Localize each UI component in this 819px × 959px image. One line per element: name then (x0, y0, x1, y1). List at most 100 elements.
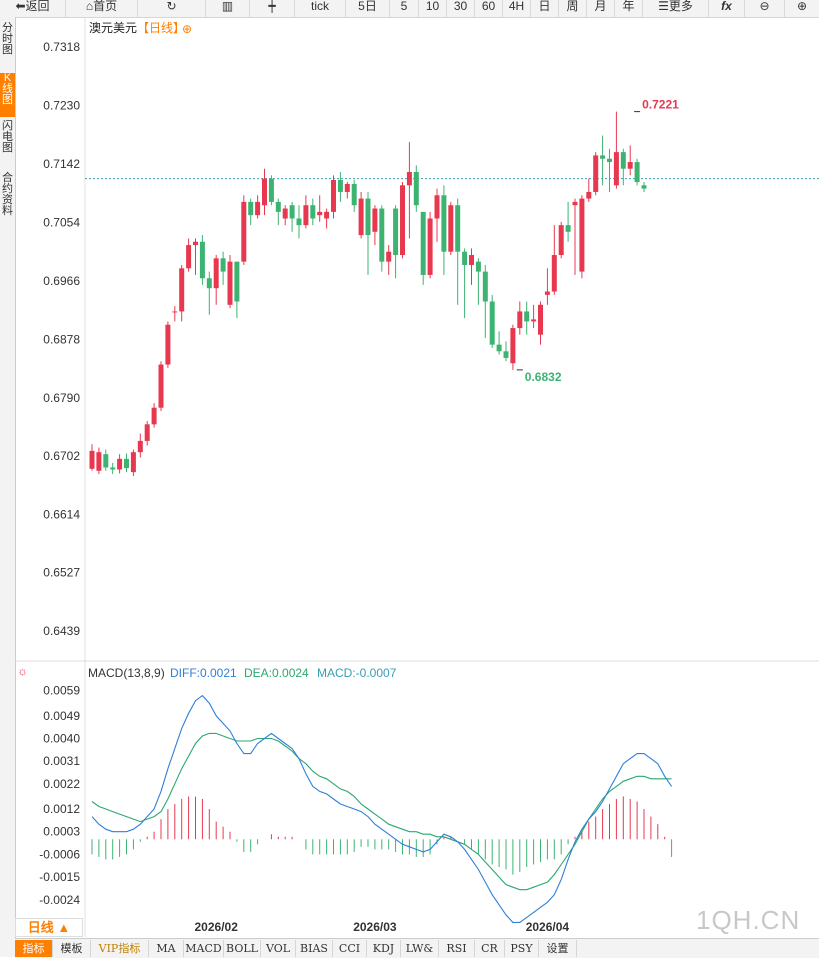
macd-tick-label: 0.0059 (43, 684, 80, 698)
candle-body (365, 198, 371, 236)
home-button[interactable]: ⌂首页 (66, 0, 138, 17)
tab-macd[interactable]: MACD (184, 940, 224, 957)
candle-body (289, 205, 295, 219)
macd-tick-label: 0.0040 (43, 731, 80, 745)
top-toolbar: ⬅返回 ⌂首页 ↻ ▥ ┿ tick 5日 5 10 30 60 4H 日 周 … (0, 0, 819, 18)
candle-body (234, 261, 240, 302)
candle-body (358, 198, 364, 236)
candle-body (351, 183, 357, 206)
candle-body (400, 185, 405, 256)
side-tab-timeshare[interactable]: 分时图 (2, 22, 13, 56)
side-tab-kline[interactable]: K线图 (0, 73, 15, 117)
tab-settings[interactable]: 设置 (539, 940, 577, 957)
candle-body (193, 241, 198, 246)
low-label: 0.6832 (525, 370, 562, 384)
candle-body (324, 211, 330, 219)
zoom-in-button[interactable]: ⊕ (785, 0, 819, 17)
left-side-tabs: 分时图 K线图 闪电图 合约资料 (0, 17, 16, 957)
candle-body (303, 205, 309, 226)
price-tick-label: 0.6614 (43, 508, 80, 522)
candle-body (268, 178, 274, 202)
period-5m[interactable]: 5 (390, 0, 419, 17)
candles (89, 111, 647, 477)
candle-body (641, 185, 647, 189)
candle-body (158, 364, 164, 408)
candle-body (434, 195, 440, 219)
zoom-out-button[interactable]: ⊖ (745, 0, 785, 17)
tab-kdj[interactable]: KDJ (367, 940, 401, 957)
indicator-tab-bar: 指标 模板 VIP指标 MA MACD BOLL VOL BIAS CCI KD… (15, 938, 819, 958)
tab-ma[interactable]: MA (149, 940, 184, 957)
tab-psy[interactable]: PSY (505, 940, 539, 957)
tab-cci[interactable]: CCI (333, 940, 367, 957)
tab-boll[interactable]: BOLL (224, 940, 261, 957)
price-tick-label: 0.6878 (43, 332, 80, 346)
tab-rsi[interactable]: RSI (439, 940, 475, 957)
candle-body (110, 467, 116, 470)
kline-type-button[interactable]: ▥ (206, 0, 250, 17)
price-tick-label: 0.7318 (43, 40, 80, 54)
period-30m[interactable]: 30 (447, 0, 475, 17)
formula-button[interactable]: fx (709, 0, 745, 17)
refresh-button[interactable]: ↻ (138, 0, 206, 17)
date-axis: 2026/02 2026/03 2026/04 (195, 920, 570, 934)
candle-body (558, 225, 564, 256)
candle-body (172, 311, 178, 313)
date-tick-label: 2026/04 (526, 920, 570, 934)
zoom-out-icon: ⊖ (759, 0, 770, 13)
period-tag: 【日线】 (137, 21, 185, 35)
price-tick-label: 0.7230 (43, 99, 80, 113)
tab-indicators[interactable]: 指标 (15, 940, 53, 957)
candle-body (406, 172, 412, 186)
price-annotations: 0.7221 0.6832 (516, 98, 679, 384)
period-year[interactable]: 年 (615, 0, 643, 17)
candle-body (117, 458, 123, 470)
settings-sun-icon[interactable]: ☼ (17, 664, 28, 678)
tab-lw[interactable]: LW& (401, 940, 439, 957)
back-button[interactable]: ⬅返回 (0, 0, 66, 17)
period-10m[interactable]: 10 (419, 0, 447, 17)
high-label: 0.7221 (642, 98, 679, 112)
macd-diff-value: DIFF:0.0021 (170, 666, 237, 680)
more-button[interactable]: ☰更多 (643, 0, 709, 17)
candle-body (282, 208, 288, 219)
macd-tick-label: 0.0031 (43, 754, 80, 768)
dea-line (91, 732, 672, 891)
period-5d[interactable]: 5日 (346, 0, 390, 17)
candle-body (586, 191, 592, 199)
macd-tick-label: 0.0003 (43, 825, 80, 839)
candle-body (344, 183, 350, 192)
tab-bias[interactable]: BIAS (296, 940, 333, 957)
candle-body (475, 261, 481, 272)
diff-line (91, 694, 673, 923)
tick-button[interactable]: tick (295, 0, 346, 17)
period-day[interactable]: 日 (531, 0, 559, 17)
candle-body (503, 351, 509, 358)
tab-vol[interactable]: VOL (261, 940, 296, 957)
price-tick-label: 0.6527 (43, 565, 80, 579)
candle-body (413, 172, 419, 206)
price-tick-label: 0.6439 (43, 624, 80, 638)
side-tab-contract[interactable]: 合约资料 (2, 172, 13, 217)
price-tick-label: 0.7054 (43, 215, 80, 229)
period-60m[interactable]: 60 (475, 0, 503, 17)
candle-type-button[interactable]: ┿ (250, 0, 295, 17)
price-tick-label: 0.7142 (43, 157, 80, 171)
period-4h[interactable]: 4H (503, 0, 531, 17)
period-selector[interactable]: 日线 ▲ (15, 918, 83, 937)
price-tick-label: 0.6790 (43, 391, 80, 405)
candle-body (620, 152, 626, 169)
candle-body (393, 208, 399, 256)
candle-body (186, 245, 192, 269)
tab-cr[interactable]: CR (475, 940, 505, 957)
tab-templates[interactable]: 模板 (53, 940, 91, 957)
tab-vip-indicators[interactable]: VIP指标 (91, 940, 149, 957)
symbol-title: 澳元美元 (89, 21, 137, 35)
period-month[interactable]: 月 (587, 0, 615, 17)
side-tab-flash[interactable]: 闪电图 (2, 120, 13, 154)
add-indicator-icon[interactable]: ⊕ (182, 22, 192, 36)
period-week[interactable]: 周 (559, 0, 587, 17)
bar-chart-icon: ▥ (221, 0, 234, 13)
candle-body (517, 311, 523, 329)
